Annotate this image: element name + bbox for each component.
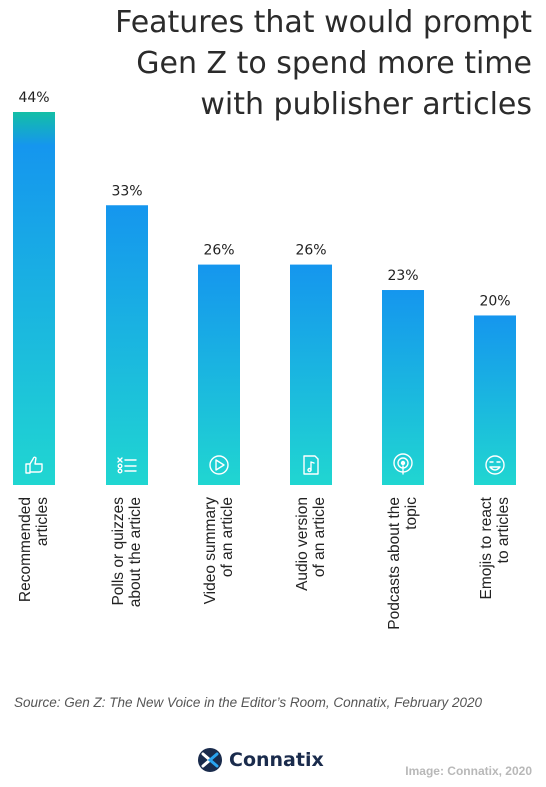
smiley-icon (485, 455, 505, 475)
category-label-line: to articles (495, 497, 512, 564)
value-label: 20% (479, 293, 510, 309)
chart-title: Features that would prompt Gen Z to spen… (12, 2, 532, 125)
bar (198, 264, 240, 485)
bar-chart: 44% 33% 26% 26% 23% 20% Recommendedarticles Po… (13, 90, 516, 630)
connatix-logo-icon (198, 748, 222, 772)
title-line-1: Features that would prompt (115, 5, 532, 40)
value-label: 26% (295, 243, 326, 259)
category-label-line: topic (403, 497, 420, 530)
title-line-2: Gen Z to spend more time (136, 46, 532, 81)
category-label: Podcasts about thetopic (386, 497, 420, 630)
value-label: 44% (18, 90, 49, 106)
category-label: Polls or quizzesabout the article (110, 497, 144, 608)
bar (382, 290, 424, 485)
source-note: Source: Gen Z: The New Voice in the Edit… (14, 695, 482, 710)
category-label-line: Polls or quizzes (110, 497, 127, 606)
category-label: Recommendedarticles (17, 497, 51, 602)
bar (13, 112, 55, 485)
category-label: Video summaryof an article (202, 497, 236, 605)
image-credit: Image: Connatix, 2020 (405, 764, 532, 778)
value-label: 33% (111, 183, 142, 199)
value-label: 23% (387, 268, 418, 284)
brand: Connatix (197, 747, 324, 773)
category-label: Emojis to reactto articles (478, 496, 512, 599)
category-label-line: of an article (311, 497, 328, 577)
category-label-line: Video summary (202, 497, 219, 605)
category-label-line: about the article (127, 497, 144, 607)
category-label-line: Recommended (17, 497, 34, 602)
bar (474, 315, 516, 485)
category-label-line: articles (34, 497, 51, 546)
category-label: Audio versionof an article (294, 497, 328, 591)
bar (106, 205, 148, 485)
value-label: 26% (203, 243, 234, 259)
category-label-line: Emojis to react (478, 496, 495, 599)
checklist-icon (117, 457, 137, 474)
thumbs-up-icon (25, 456, 43, 474)
podcast-icon (393, 453, 413, 475)
bar (290, 264, 332, 485)
title-line-3: with publisher articles (200, 87, 532, 122)
category-label-line: Audio version (294, 497, 311, 591)
music-file-icon (303, 455, 319, 475)
category-label-line: of an article (219, 497, 236, 577)
play-icon (209, 455, 229, 475)
brand-name: Connatix (229, 749, 324, 771)
category-label-line: Podcasts about the (386, 497, 403, 630)
